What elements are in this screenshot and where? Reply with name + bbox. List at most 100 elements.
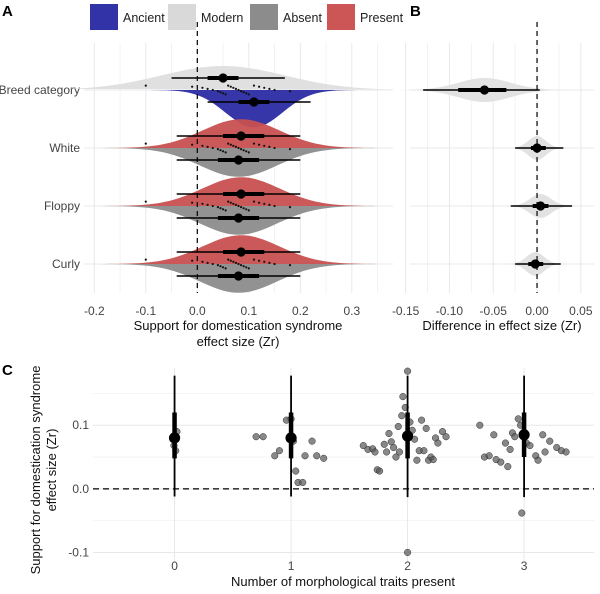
panel-a-plot: -0.2 -0.1 0.0 0.1 0.2 0.3 Breed category White F… [0,22,394,318]
panel-a-raw-point [239,206,243,209]
panel-b-density-lower [396,264,599,276]
panel-a-raw-point [237,262,240,266]
panel-a-raw-point [288,90,292,93]
panel-a-raw-point [242,91,245,94]
panel-a-raw-point [247,93,250,96]
panel-c-data-point [299,478,307,487]
panel-a-raw-point [232,144,235,147]
panel-a-raw-point [221,92,225,95]
panel-b-xtick-label: -0.05 [480,304,508,318]
panel-c-data-point [385,429,393,438]
panel-c-data-point [438,428,447,436]
panel-a-raw-point [224,151,227,154]
legend-label-absent: Absent [283,11,322,25]
panel-a-raw-point [245,208,248,211]
panel-a-raw-point [229,143,232,146]
panel-a-raw-point [144,200,147,203]
panel-a-raw-point [245,266,248,269]
legend-label-modern: Modern [201,11,243,25]
panel-a-raw-point [224,267,227,270]
panel-c-data-point [308,437,316,445]
panel-a-raw-point [221,266,225,269]
panel-b-density-upper [396,78,599,90]
panel-a-raw-point [263,202,266,205]
legend-swatch-ancient [90,4,118,30]
panel-a-raw-point [219,91,222,94]
panel-c-ytick-label: -0.1 [68,545,89,559]
panel-c-ytick-label: 0.1 [72,418,89,432]
panel-c-data-point [442,433,450,441]
panel-c-data-point [313,452,321,460]
panel-a-raw-point [206,261,209,264]
panel-a-raw-point [216,206,219,209]
panel-c-data-point [490,431,498,439]
panel-a-raw-point [245,92,248,95]
panel-a-xtick-label: 0.0 [189,304,206,318]
panel-a-raw-point [258,143,261,146]
panel-a-raw-point [216,264,219,267]
panel-b-xtick-label: 0.05 [569,304,593,318]
panel-b-density-lower [396,90,599,102]
panel-c-data-point [399,393,407,401]
panel-a-raw-point [206,87,209,90]
panel-a-raw-point [288,148,292,151]
panel-a-raw-point [229,201,232,204]
panel-label-b: B [410,3,421,20]
panel-c-data-point [376,467,384,475]
panel-a-raw-point [227,142,230,145]
panel-b-density-lower [396,148,599,160]
panel-a-xlabel-line2: effect size (Zr) [197,334,280,349]
legend: Ancient Modern Absent Present [90,4,404,30]
panel-a-density-present [68,235,394,264]
panel-a-raw-point [211,88,214,92]
panel-c-data-point [534,456,542,464]
panel-a-raw-point [234,261,238,264]
panel-a-raw-point [239,264,243,267]
legend-swatch-absent [250,4,278,30]
panel-a-row-label: Curly [52,257,80,271]
legend-label-ancient: Ancient [123,11,165,25]
panel-b-density-upper [396,252,599,264]
panel-c-data-point [476,421,484,429]
panel-a-xtick-label: -0.2 [84,304,105,318]
panel-a-raw-point [247,267,250,270]
panel-a-raw-point [234,87,238,90]
panel-label-c: C [2,362,13,379]
panel-a-raw-point [268,203,271,206]
panel-a-raw-point [242,149,245,152]
panel-b-density-lower [396,206,599,218]
panel-a-raw-point [206,203,209,206]
panel-a-raw-point [273,146,276,150]
panel-b-density-upper [396,194,599,206]
panel-a-raw-point [263,86,266,89]
panel-c-data-point [501,439,510,447]
panel-a-raw-point [263,260,266,263]
panel-b-xtick-label: -0.10 [436,304,464,318]
panel-a-raw-point [206,145,209,148]
panel-c-ytick-label: 0.0 [72,482,89,496]
panel-a-density-absent [68,264,394,293]
panel-a-density-ancient [68,90,394,128]
panel-c-data-point [422,424,430,432]
panel-c-ylabel-line2: effect size (Zr) [44,429,59,512]
panel-c-data-point [546,437,554,445]
panel-a-raw-point [239,148,243,151]
panel-a-mean-point [236,131,246,141]
panel-a-mean-point [233,213,244,223]
panel-a-raw-point [216,148,219,151]
panel-a-raw-point [144,258,147,261]
panel-a-raw-point [216,90,219,93]
panel-c-data-point [413,456,421,464]
panel-c-mean-point [518,429,530,441]
panel-a-mean-point [236,189,246,199]
panel-c-data-point [485,452,493,460]
panel-a-raw-point [219,207,222,210]
panel-b-xlabel: Difference in effect size (Zr) [422,318,581,333]
panel-a-raw-point [258,201,261,204]
panel-a-raw-point [258,85,261,88]
panel-c-data-point [518,509,526,517]
panel-b-xtick-label: -0.15 [392,304,420,318]
panel-a-raw-point [224,93,227,96]
panel-a-raw-point [144,142,147,145]
panel-c-data-point [504,463,512,471]
